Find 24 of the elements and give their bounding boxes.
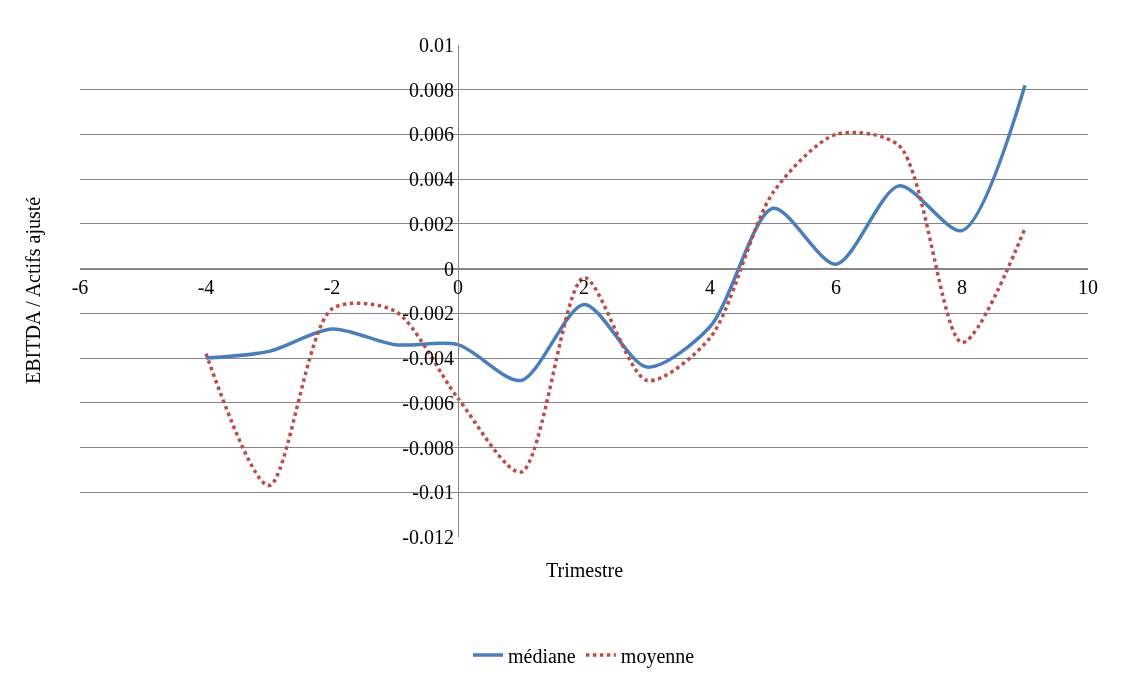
y-tick-label: 0 [444,257,454,280]
x-tick-label: -6 [71,275,89,298]
x-axis-title: Trimestre [546,559,624,581]
y-tick-label: -0.004 [402,347,454,370]
legend-label: médiane [508,644,576,667]
y-tick-label: -0.012 [402,526,454,548]
y-tick-label: -0.01 [412,481,454,504]
x-tick-label: -4 [197,275,215,298]
y-tick-label: 0.008 [409,78,454,101]
y-tick-label: 0.006 [409,123,454,146]
y-tick-label: 0.004 [409,168,454,191]
x-tick-label: 2 [579,275,589,298]
x-tick-label: 8 [957,275,967,298]
y-tick-label: 0.002 [409,212,454,235]
x-tick-label: 10 [1078,275,1098,298]
y-tick-label: -0.002 [402,302,454,325]
y-tick-label: 0.01 [419,34,454,56]
y-axis-title: EBITDA / Actifs ajusté [22,196,46,385]
x-tick-label: 4 [705,275,715,298]
x-tick-label: 6 [831,275,841,298]
y-tick-label: -0.008 [402,436,454,459]
legend-label: moyenne [620,644,695,668]
y-tick-label: -0.006 [402,391,454,414]
x-tick-label: -2 [323,275,341,298]
